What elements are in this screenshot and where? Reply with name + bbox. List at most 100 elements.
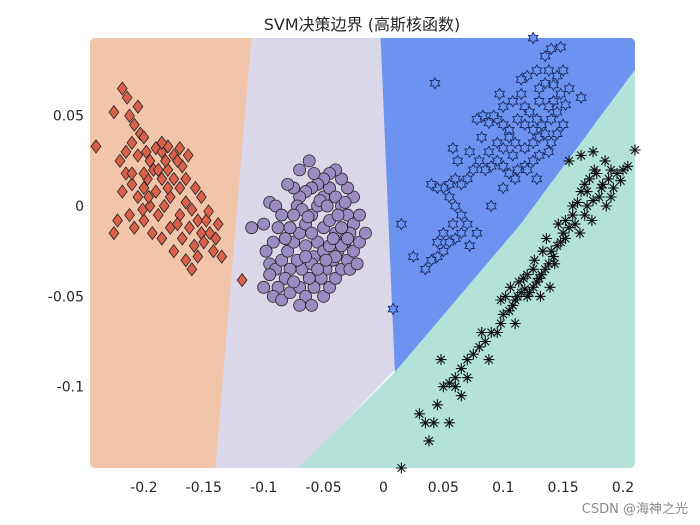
asterisk-point [518,272,530,284]
circle-point [326,232,340,245]
asterisk-point [449,372,461,384]
asterisk-point [513,276,525,288]
asterisk-point [549,258,561,270]
diamond-point [190,180,201,196]
plot-area [90,31,641,474]
circle-point [341,181,354,195]
circle-point [319,253,333,267]
hexagram-point [521,163,533,177]
asterisk-point [537,245,549,257]
asterisk-point [605,164,617,176]
circle-point [257,217,271,231]
x-tick-label: 0.05 [428,480,459,496]
asterisk-point [586,215,598,226]
asterisk-point [491,327,503,338]
asterisk-point [435,354,447,366]
asterisk-point [479,336,491,347]
y-tick-label: 0 [75,199,84,215]
diamond-point [126,177,138,192]
circle-point [293,298,307,312]
asterisk-point [428,417,440,429]
diamond-point [128,220,140,235]
diamond-point [132,99,144,114]
asterisk-point [617,164,629,176]
asterisk-point [574,227,586,239]
asterisk-point [579,178,591,190]
diamond-point [132,148,144,163]
hexagram-point [485,159,497,173]
hexagram-point [455,208,467,222]
asterisk-point [507,299,519,311]
asterisk-point [596,182,607,194]
hexagram-point [497,181,509,195]
asterisk-point [551,240,563,252]
circle-point [311,262,324,276]
asterisk-point [476,327,488,338]
hexagram-point [512,112,524,126]
hexagram-point [461,217,473,231]
circle-point [257,280,271,294]
diamond-point [152,162,164,178]
diamond-point [174,141,186,156]
asterisk-point [579,209,591,221]
hexagram-point [483,145,495,159]
chart-title: SVM决策边界 (高斯核函数) [264,15,460,34]
asterisk-point [443,417,455,429]
circle-point [287,208,301,222]
y-axis: 0.05 0 -0.05 -0.1 [48,109,84,396]
asterisk-point [443,377,455,389]
asterisk-point [455,390,467,402]
circle-point [281,244,295,258]
hexagram-point [464,239,476,253]
asterisk-point [503,305,515,317]
asterisk-point [563,155,575,167]
hexagram-point [543,145,555,159]
diamond-point [172,216,183,232]
asterisk-point [473,341,485,353]
asterisk-point [413,408,425,420]
diamond-point [152,207,164,223]
asterisk-point [581,186,593,198]
diamond-point [116,81,128,96]
x-tick-label: 0.2 [612,480,634,496]
hexagram-point [555,40,567,54]
circle-point [341,232,354,245]
asterisk-point [622,160,634,172]
asterisk-point [563,222,575,234]
asterisk-point [527,263,539,275]
diamond-point [212,216,224,232]
circle-point [305,298,318,312]
diamond-point [138,166,150,181]
circle-point [305,226,318,240]
hexagram-point [494,87,506,101]
asterisk-point [461,354,473,366]
circle-point [293,163,307,177]
hexagram-point [491,154,503,168]
hexagram-point [531,64,543,77]
diamond-point [150,184,162,199]
asterisk-point [544,281,556,293]
diamond-point [138,130,150,145]
diamond-point [126,135,138,150]
asterisk-point [569,218,581,230]
asterisk-point [536,269,548,281]
watermark: CSDN @海神之光 [581,502,688,517]
diamond-point [184,220,195,235]
asterisk-point [521,290,533,302]
hexagram-point [539,76,551,90]
hexagram-point [503,131,515,144]
diamond-point [132,189,144,205]
asterisk-point [485,327,497,338]
circle-point [323,181,336,195]
hexagram-point [543,100,555,114]
hexagram-point [429,76,441,90]
asterisk-point [615,175,627,187]
hexagram-point [479,163,491,177]
hexagram-point [425,177,437,191]
diamond-point [156,171,168,187]
hexagram-point [519,100,531,114]
asterisk-point [575,149,587,161]
hexagram-point [539,49,551,63]
circle-point [353,208,366,222]
diamond-point [186,262,198,277]
